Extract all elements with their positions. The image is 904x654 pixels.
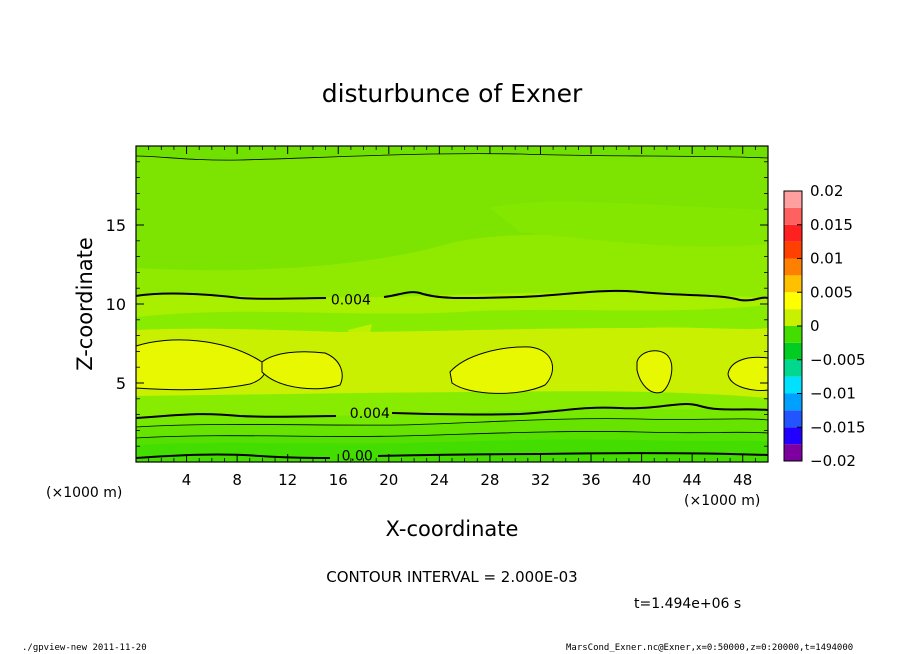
colorbar-swatch [784,224,802,242]
colorbar-swatch [784,292,802,310]
footer-right: MarsCond_Exner.nc@Exner,x=0:50000,z=0:20… [566,643,854,653]
y-tick-label: 10 [106,295,126,314]
x-unit-label-right: (×1000 m) [684,493,760,509]
colorbar-swatch [784,410,802,428]
colorbar-swatch [784,191,802,208]
y-tick-group: 5 10 15 [106,161,768,447]
x-tick-label: 12 [278,471,297,489]
x-tick-group: 4 8 12 16 20 24 28 32 36 40 44 48 [148,146,756,489]
x-tick-label: 36 [581,471,600,489]
yellow-cell-2 [261,351,343,390]
contour-label-group: 0.004 0.004 0.00 [331,292,390,464]
x-tick-label: 20 [379,471,398,489]
field-band-level-7 [136,146,768,271]
contour-label: 0.00 [342,449,373,465]
colorbar-swatch [784,326,802,343]
colorbar-swatch [784,207,802,225]
yellow-cell-4 [636,350,673,394]
contour-line-0.00 [136,452,768,459]
contour-line-top [136,153,768,161]
colorbar-swatch [784,342,802,360]
x-tick-label: 48 [733,471,752,489]
y-tick-label: 5 [116,374,126,393]
colorbar: 0.02 0.015 0.01 0.005 0 −0.005 −0.01 −0.015 −0.0… [783,182,866,470]
x-tick-label: 8 [232,471,242,489]
yellow-cell-5 [727,356,768,391]
contour-label: 0.004 [350,406,390,422]
colorbar-tick-label: −0.01 [810,385,856,403]
colorbar-swatch [784,427,802,445]
x-tick-label: 16 [329,471,348,489]
colorbar-tick-label: −0.02 [810,452,856,470]
colorbar-tick-label: 0.02 [810,182,843,200]
y-axis-label: Z-coordinate [73,237,97,371]
field-band-top [136,146,768,161]
contour-interval-note: CONTOUR INTERVAL = 2.000E-03 [326,568,577,586]
colorbar-swatch [784,393,802,411]
x-tick-label: 4 [182,471,192,489]
colorbar-swatch [784,359,802,377]
contour-line-0.002 [136,418,768,428]
chart-title: disturbunce of Exner [322,79,583,108]
contour-line-0.004-lower [136,403,768,419]
colorbar-swatch [784,309,802,326]
x-tick-label: 44 [683,471,702,489]
x-tick-label: 32 [531,471,550,489]
plot-area [136,146,768,462]
y-tick-label: 15 [106,216,126,235]
colorbar-tick-label: 0.005 [810,283,853,301]
colorbar-tick-label: 0.015 [810,216,853,234]
yellow-cell-1 [136,339,266,391]
x-unit-label-left: (×1000 m) [46,485,122,501]
x-tick-label: 40 [632,471,651,489]
x-tick-label: 24 [430,471,449,489]
colorbar-swatch [784,444,802,461]
contour-line-0.004-upper [136,289,768,302]
contour-label: 0.004 [331,292,371,308]
field-band-level-8 [490,201,768,247]
colorbar-tick-label: 0 [810,317,820,335]
yellow-cell-3 [449,346,553,394]
colorbar-tick-label: −0.015 [810,418,866,436]
footer-left: ./gpview-new 2011-11-20 [22,643,147,653]
x-tick-label: 28 [480,471,499,489]
colorbar-swatch [784,376,802,394]
colorbar-swatch [784,275,802,293]
colorbar-tick-label: −0.005 [810,351,866,369]
contour-line-0.001 [136,431,768,439]
colorbar-swatch [784,241,802,259]
time-label: t=1.494e+06 s [634,596,741,612]
x-axis-label: X-coordinate [386,517,519,541]
colorbar-tick-label: 0.01 [810,250,843,268]
colorbar-swatch [784,258,802,276]
